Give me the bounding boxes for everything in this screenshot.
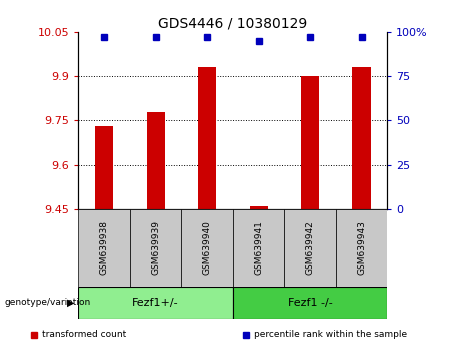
- Text: GSM639940: GSM639940: [202, 220, 212, 275]
- Text: transformed count: transformed count: [42, 330, 126, 339]
- Bar: [130, 209, 181, 287]
- Bar: [78, 209, 130, 287]
- Title: GDS4446 / 10380129: GDS4446 / 10380129: [158, 17, 307, 31]
- Bar: [301, 76, 319, 209]
- Text: GSM639941: GSM639941: [254, 220, 263, 275]
- Bar: [336, 209, 387, 287]
- Text: Fezf1 -/-: Fezf1 -/-: [288, 298, 332, 308]
- Bar: [233, 209, 284, 287]
- Bar: [147, 112, 165, 209]
- Text: GSM639943: GSM639943: [357, 220, 366, 275]
- Bar: [233, 287, 387, 319]
- Bar: [181, 209, 233, 287]
- Bar: [249, 206, 267, 209]
- Text: genotype/variation: genotype/variation: [5, 298, 91, 307]
- Text: percentile rank within the sample: percentile rank within the sample: [254, 330, 408, 339]
- Bar: [198, 67, 216, 209]
- Text: Fezf1+/-: Fezf1+/-: [132, 298, 179, 308]
- Bar: [353, 67, 371, 209]
- Text: GSM639939: GSM639939: [151, 220, 160, 275]
- Text: GSM639942: GSM639942: [306, 221, 314, 275]
- Text: GSM639938: GSM639938: [100, 220, 109, 275]
- Bar: [95, 126, 113, 209]
- Text: ▶: ▶: [67, 298, 74, 308]
- Bar: [284, 209, 336, 287]
- Bar: [78, 287, 233, 319]
